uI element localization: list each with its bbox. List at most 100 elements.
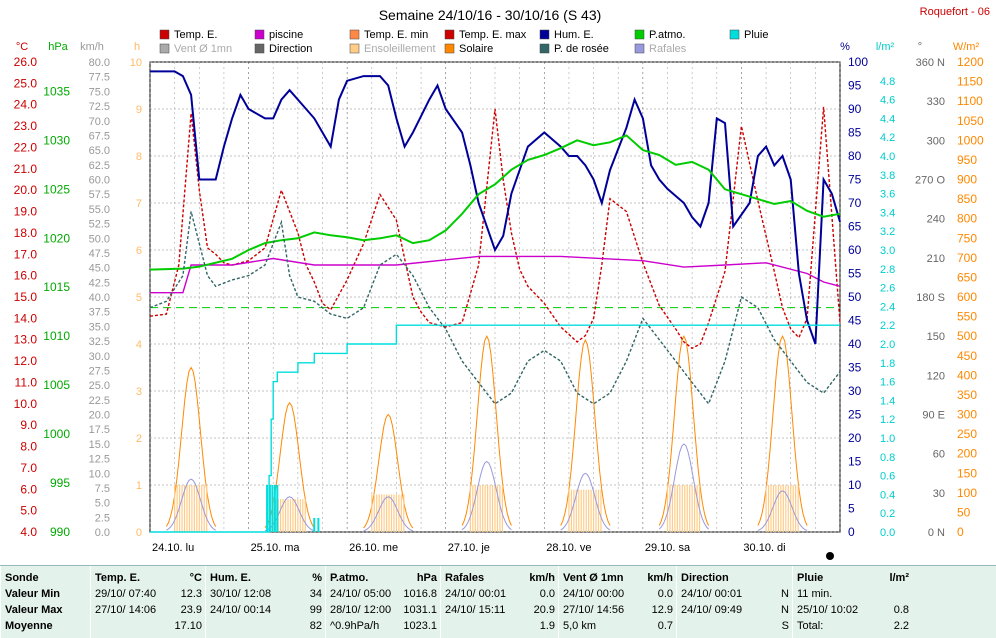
tick-label-wind: 22.5 — [89, 395, 110, 407]
tick-label-solar: 650 — [957, 270, 977, 284]
tick-label-humidity: 40 — [848, 337, 862, 351]
tick-label-sun: 2 — [136, 433, 142, 445]
summary-header: Vent Ø 1mn — [563, 572, 624, 584]
tick-label-direction: 150 — [927, 331, 945, 343]
legend-swatch — [254, 43, 265, 54]
tick-label-humidity: 35 — [848, 361, 862, 375]
tick-label-wind: 62.5 — [89, 160, 110, 172]
tick-label-sun: 10 — [130, 57, 142, 69]
tick-label-solar: 750 — [957, 231, 977, 245]
tick-label-humidity: 85 — [848, 126, 862, 140]
tick-label-wind: 20.0 — [89, 410, 110, 422]
tick-label-solar: 200 — [957, 447, 977, 461]
tick-label-solar: 500 — [957, 329, 977, 343]
tick-label-rain: 1.0 — [880, 433, 895, 445]
summary-time: 11 min. — [797, 588, 833, 600]
tick-label-temp: 5.0 — [20, 504, 37, 518]
summary-row-label: Moyenne — [5, 620, 53, 632]
tick-label-temp: 22.0 — [14, 140, 38, 154]
tick-label-direction: 30 — [933, 488, 945, 500]
tick-label-solar: 850 — [957, 192, 977, 206]
weather-chart: Semaine 24/10/16 - 30/10/16 (S 43) Roque… — [14, 6, 990, 560]
summary-col-sonde: Sonde Valeur Min Valeur Max Moyenne — [0, 566, 91, 638]
summary-value: 12.9 — [651, 604, 673, 616]
tick-label-rain: 3.8 — [880, 170, 895, 182]
tick-label-direction: 330 — [927, 96, 945, 108]
day-label: 25.10. ma — [251, 542, 301, 554]
summary-value: N — [781, 604, 789, 616]
tick-label-solar: 300 — [957, 408, 977, 422]
tick-label-rain: 2.8 — [880, 264, 895, 276]
summary-time: 25/10/ 10:02 — [797, 604, 859, 616]
summary-time: 27/10/ 14:06 — [95, 604, 157, 616]
tick-label-wind: 52.5 — [89, 219, 110, 231]
tick-label-rain: 0.2 — [880, 508, 895, 520]
series-rafales — [363, 496, 414, 532]
summary-header: Direction — [681, 572, 729, 584]
tick-label-solar: 950 — [957, 153, 977, 167]
series-rafales — [461, 460, 512, 531]
tick-label-wind: 10.0 — [89, 468, 110, 480]
summary-value: 1031.1 — [403, 604, 437, 616]
summary-value: 17.10 — [174, 620, 202, 632]
summary-header: Pluie — [797, 572, 824, 584]
legend-label: Ensoleillement — [364, 43, 436, 55]
tick-label-sun: 4 — [136, 339, 142, 351]
legend-label: Temp. E. min — [364, 29, 428, 41]
plot-area — [149, 70, 841, 533]
day-label: 24.10. lu — [152, 542, 194, 554]
tick-label-wind: 60.0 — [89, 175, 110, 187]
tick-label-temp: 21.0 — [14, 162, 38, 176]
tick-label-wind: 45.0 — [89, 263, 110, 275]
tick-label-humidity: 95 — [848, 79, 862, 93]
axes: 26.025.024.023.022.021.020.019.018.017.0… — [14, 41, 984, 560]
tick-label-humidity: 65 — [848, 220, 862, 234]
tick-label-rain: 2.2 — [880, 320, 895, 332]
summary-value: 1016.8 — [403, 588, 437, 600]
tick-label-wind: 12.5 — [89, 454, 110, 466]
legend-label: P. de rosée — [554, 43, 609, 55]
tick-label-direction: 120 — [927, 370, 945, 382]
summary-value: 1.9 — [539, 620, 555, 632]
summary-time: 27/10/ 14:56 — [563, 604, 625, 616]
tick-label-wind: 30.0 — [89, 351, 110, 363]
tick-label-wind: 0.0 — [95, 527, 110, 539]
tick-label-direction: 240 — [927, 214, 945, 226]
summary-time: 24/10/ 00:00 — [563, 588, 625, 600]
tick-label-direction: 90 E — [922, 410, 945, 422]
tick-label-temp: 15.0 — [14, 290, 38, 304]
tick-label-rain: 0.8 — [880, 452, 895, 464]
series-rafales — [560, 472, 611, 531]
summary-value: 2.2 — [893, 620, 909, 632]
unit-label-rain: l/m² — [876, 41, 895, 53]
tick-label-direction: 360 N — [916, 57, 945, 69]
tick-label-temp: 9.0 — [20, 418, 37, 432]
tick-label-solar: 900 — [957, 173, 977, 187]
tick-label-humidity: 30 — [848, 384, 862, 398]
summary-time: 24/10/ 00:14 — [210, 604, 272, 616]
tick-label-pressure: 995 — [50, 476, 70, 490]
legend-label: Pluie — [744, 29, 768, 41]
day-label: 26.10. me — [349, 542, 398, 554]
series-rafales — [166, 478, 216, 531]
tick-label-direction: 300 — [927, 135, 945, 147]
summary-value: 0.8 — [893, 604, 909, 616]
tick-label-solar: 550 — [957, 310, 977, 324]
tick-label-temp: 6.0 — [20, 482, 37, 496]
summary-row-label: Valeur Max — [5, 604, 63, 616]
tick-label-wind: 25.0 — [89, 380, 110, 392]
tick-label-wind: 32.5 — [89, 336, 110, 348]
tick-label-rain: 4.6 — [880, 95, 895, 107]
summary-time: Total: — [797, 620, 824, 632]
tick-label-solar: 1100 — [957, 94, 983, 108]
tick-label-humidity: 45 — [848, 314, 862, 328]
series-rafales — [658, 443, 709, 530]
tick-label-sun: 5 — [136, 292, 142, 304]
tick-label-sun: 8 — [136, 151, 142, 163]
legend-label: Direction — [269, 43, 312, 55]
tick-label-solar: 350 — [957, 388, 977, 402]
day-label: 27.10. je — [448, 542, 490, 554]
tick-label-temp: 13.0 — [14, 333, 38, 347]
tick-label-humidity: 60 — [848, 243, 862, 257]
tick-label-wind: 15.0 — [89, 439, 110, 451]
